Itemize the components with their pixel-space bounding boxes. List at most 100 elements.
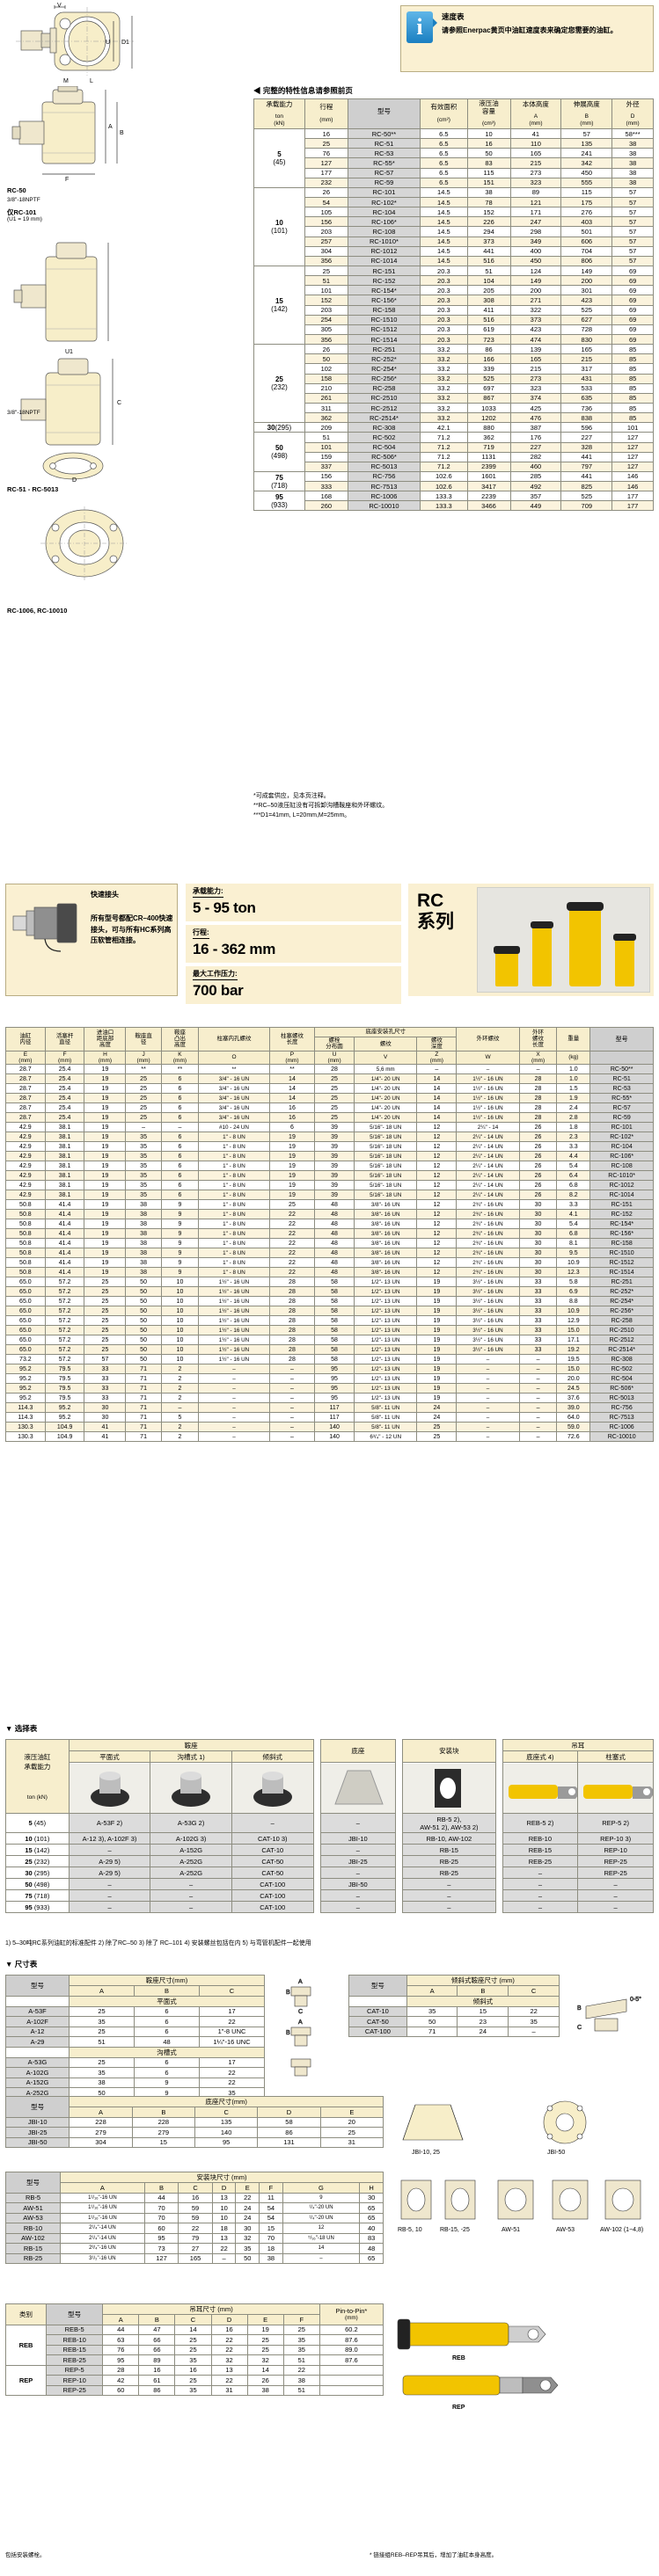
spec-value: 177 xyxy=(611,491,654,502)
spec-stroke: 25 xyxy=(304,138,348,149)
reb-value: 87.6 xyxy=(319,2354,384,2366)
spec-row: 50 RC-252* 33.2 166 165 215 85 xyxy=(254,353,654,365)
tilt-dim-wrap: 型号 倾斜式鞍座尺寸 (mm) A B C 倾斜式 CAT-10 35 15 22 CAT-50 5… xyxy=(348,1975,560,2037)
spec-stroke: 50 xyxy=(304,353,348,365)
spec-table-wrap: 承载能力 ton (kN) 行程 (mm) 型号 有效面积 (cm²) 液压油 容量 (cm³) 本体… xyxy=(253,98,654,512)
dim-value: 19 xyxy=(84,1083,127,1095)
reb-value: 14 xyxy=(246,2364,284,2376)
spec-value: 69 xyxy=(611,275,654,287)
spec-col-7: 外径 D (mm) xyxy=(611,98,654,129)
dim-value: 28 xyxy=(518,1083,558,1095)
spec-value: 146 xyxy=(611,481,654,492)
dim-model: RC-154* xyxy=(589,1219,654,1230)
dim-value: 1.0 xyxy=(556,1073,591,1085)
spec-value: 57 xyxy=(611,196,654,208)
dim-value: 20.0 xyxy=(556,1373,591,1385)
dim-value: 1/2"- 13 UN xyxy=(353,1373,418,1385)
dim-value: 19 xyxy=(416,1393,458,1404)
dim-value: 2¼" - 14 UN xyxy=(456,1132,520,1143)
spec-value: 69 xyxy=(611,265,654,277)
svg-text:RB-5, 10: RB-5, 10 xyxy=(398,2227,422,2233)
dim-value: 25.4 xyxy=(44,1073,85,1085)
dim-value: 26 xyxy=(518,1180,558,1191)
spec-value: 85 xyxy=(611,412,654,424)
dim-value: 58 xyxy=(314,1315,355,1327)
sel-lug-plunger: REP-5 2) xyxy=(577,1813,654,1833)
dim-value: 12 xyxy=(416,1190,458,1201)
dim-value: – xyxy=(518,1373,558,1385)
spec-pressure-value: 700 bar xyxy=(193,982,244,999)
rb-row: RB-5 1¹/₁₆"-16 UN 44 16 13 22 11 9 30 xyxy=(5,2192,384,2203)
dim-value: 30 xyxy=(84,1412,127,1423)
dim-value: 48 xyxy=(314,1219,355,1230)
spec-row: 127 RC-55* 6.5 83 215 342 38 xyxy=(254,157,654,169)
rb-row: RB-10 2¹/₄"-14 UN 60 22 18 30 15 12 40 xyxy=(5,2223,384,2234)
spec-value: 14.5 xyxy=(420,226,468,237)
dim-value: – xyxy=(198,1383,270,1394)
dim-value: 38 xyxy=(125,1238,162,1249)
dim-value: 57.2 xyxy=(44,1335,85,1346)
sel-mount: RB-25 xyxy=(402,1855,496,1867)
reb-col-A: A xyxy=(102,2314,140,2325)
dim-value: 28.7 xyxy=(5,1073,46,1085)
dim-value: 9 xyxy=(160,1238,200,1249)
spec-model: RC-106* xyxy=(347,216,421,228)
dim-value: 28 xyxy=(518,1093,558,1104)
reb-model: REB-25 xyxy=(46,2354,104,2366)
sel-saddle: A-252G xyxy=(150,1855,232,1867)
spec-value: 127 xyxy=(611,461,654,472)
dim-row: 42.9 38.1 19 35 6 1" - 8 UN 19 39 5/16"- 18 UN 12… xyxy=(5,1151,654,1162)
dim-value: – xyxy=(268,1402,316,1414)
reb-value: 25 xyxy=(246,2334,284,2346)
dim-value: 6 xyxy=(160,1093,200,1104)
dim-model: RC-258 xyxy=(589,1315,654,1327)
dim-value: 28.7 xyxy=(5,1083,46,1095)
rb-value: 2¹/₄"-14 UN xyxy=(60,2223,145,2234)
dim-value: – xyxy=(456,1373,520,1385)
jbi-diagram-label-2: JBI-50 xyxy=(547,2150,565,2156)
spec-value: 619 xyxy=(466,324,511,335)
selection-row: 30 (295) A-29 5) A-252G CAT-50– RB-25– REP-25 xyxy=(5,1867,654,1879)
dim-value: 9 xyxy=(160,1228,200,1240)
spec-row: 305 RC-1512 20.3 619 423 728 69 xyxy=(254,324,654,335)
dim-value: – xyxy=(456,1364,520,1375)
sel-base: JBI-10 xyxy=(319,1832,397,1845)
tilt-model: CAT-10 xyxy=(348,2005,407,2017)
dim-value: 16 xyxy=(268,1112,316,1124)
dim-value: 6.8 xyxy=(556,1228,591,1240)
spec-value: 373 xyxy=(509,314,562,325)
saddle-row: A-29 51 48 1¼"-16 UNC xyxy=(5,2036,265,2048)
dim-value: 41 xyxy=(84,1431,127,1443)
dim-row: 28.7 25.4 19 25 6 3/4" - 16 UN 16 25 1/4"- 20 UN… xyxy=(5,1102,654,1114)
dim-col-1: 活塞杆 直径 xyxy=(44,1027,85,1052)
jbi-row: JBI-50 304 15 95 131 31 xyxy=(4,2136,384,2148)
dim-value: 25 xyxy=(314,1112,355,1124)
sel-spacer xyxy=(495,1901,503,1913)
dim-value: 39 xyxy=(314,1151,355,1162)
spec-row: 51 RC-152 20.3 104 149 200 69 xyxy=(254,275,654,287)
spec-value: 205 xyxy=(466,285,511,296)
dim-value: 38 xyxy=(125,1267,162,1278)
spec-value: 723 xyxy=(466,333,511,346)
dim-value: 42.9 xyxy=(5,1132,46,1143)
jbi-value: 135 xyxy=(194,2116,259,2128)
spec-stroke: 156 xyxy=(304,470,348,483)
dim-value: 73.2 xyxy=(5,1354,46,1365)
dim-value: – xyxy=(160,1402,200,1414)
dim-value: 3½" - 16 UN xyxy=(456,1315,520,1327)
sel-lug-base: REB-25 xyxy=(502,1855,579,1867)
spec-value: 441 xyxy=(466,245,511,257)
rb-value: 16 xyxy=(178,2192,213,2203)
spec-model: RC-53 xyxy=(347,148,421,159)
dim-value: 3½" - 16 UN xyxy=(456,1277,520,1288)
dim-value: 19 xyxy=(416,1383,458,1394)
sel-spacer xyxy=(313,1878,321,1890)
sel-base: – xyxy=(319,1867,397,1879)
dim-value: 12 xyxy=(416,1209,458,1220)
spec-value: 411 xyxy=(466,304,511,316)
dim-value: 15.0 xyxy=(556,1325,591,1336)
dim-value: 33 xyxy=(518,1306,558,1317)
dim-value: 28 xyxy=(518,1112,558,1124)
dim-value: 3½" - 16 UN xyxy=(456,1325,520,1336)
reb-value: 95 xyxy=(102,2354,140,2366)
